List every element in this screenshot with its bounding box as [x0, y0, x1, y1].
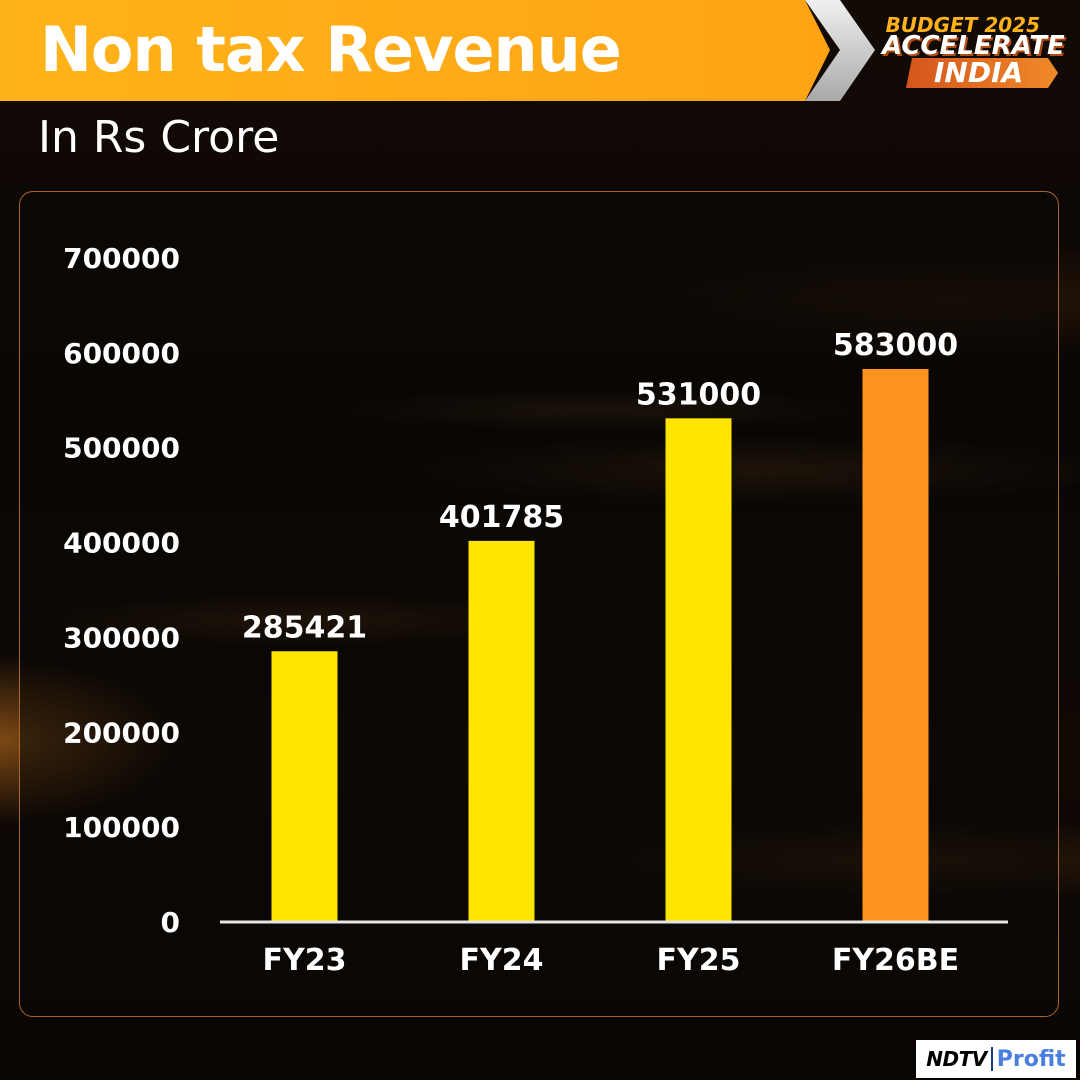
data-labels: 285421 401785 531000 583000: [242, 328, 958, 645]
budget-2025-logo: BUDGET 2025 ACCELERATE INDIA: [880, 10, 1070, 90]
y-tick-label: 200000: [63, 716, 180, 749]
logo-accelerate-text: ACCELERATE: [882, 31, 1065, 61]
bar-fy24: [468, 540, 535, 922]
x-tick-label: FY26BE: [832, 943, 959, 978]
bars: [271, 368, 929, 922]
y-axis: 0 100000 200000 300000 400000 500000 600000 700…: [63, 242, 180, 939]
profit-logo-text: Profit: [996, 1046, 1066, 1072]
logo-divider: [990, 1047, 993, 1071]
bar-fy25: [665, 418, 732, 922]
x-axis: FY23 FY24 FY25 FY26BE: [263, 943, 960, 978]
data-label: 401785: [439, 500, 564, 535]
bar-fy26be: [862, 368, 929, 922]
ndtv-logo-text: NDTV: [926, 1047, 987, 1071]
chart-subtitle: In Rs Crore: [38, 112, 280, 163]
ndtv-profit-logo: NDTV Profit: [916, 1040, 1076, 1078]
x-tick-label: FY23: [263, 943, 347, 978]
y-tick-label: 600000: [63, 337, 180, 370]
y-tick-label: 0: [161, 906, 180, 939]
x-tick-label: FY25: [657, 943, 741, 978]
data-label: 285421: [242, 610, 367, 645]
page-title: Non tax Revenue: [40, 13, 622, 86]
data-label: 531000: [636, 377, 761, 412]
y-tick-label: 100000: [63, 811, 180, 844]
title-bar: [0, 0, 830, 101]
y-tick-label: 400000: [63, 527, 180, 560]
bar-fy23: [271, 651, 338, 922]
logo-india-text: INDIA: [934, 56, 1024, 89]
logo-budget-text: BUDGET 2025: [885, 13, 1040, 37]
logo-india-ribbon: [906, 58, 1058, 88]
y-tick-label: 700000: [63, 242, 180, 275]
x-tick-label: FY24: [460, 943, 544, 978]
y-tick-label: 300000: [63, 621, 180, 654]
data-label: 583000: [833, 328, 958, 363]
y-tick-label: 500000: [63, 432, 180, 465]
